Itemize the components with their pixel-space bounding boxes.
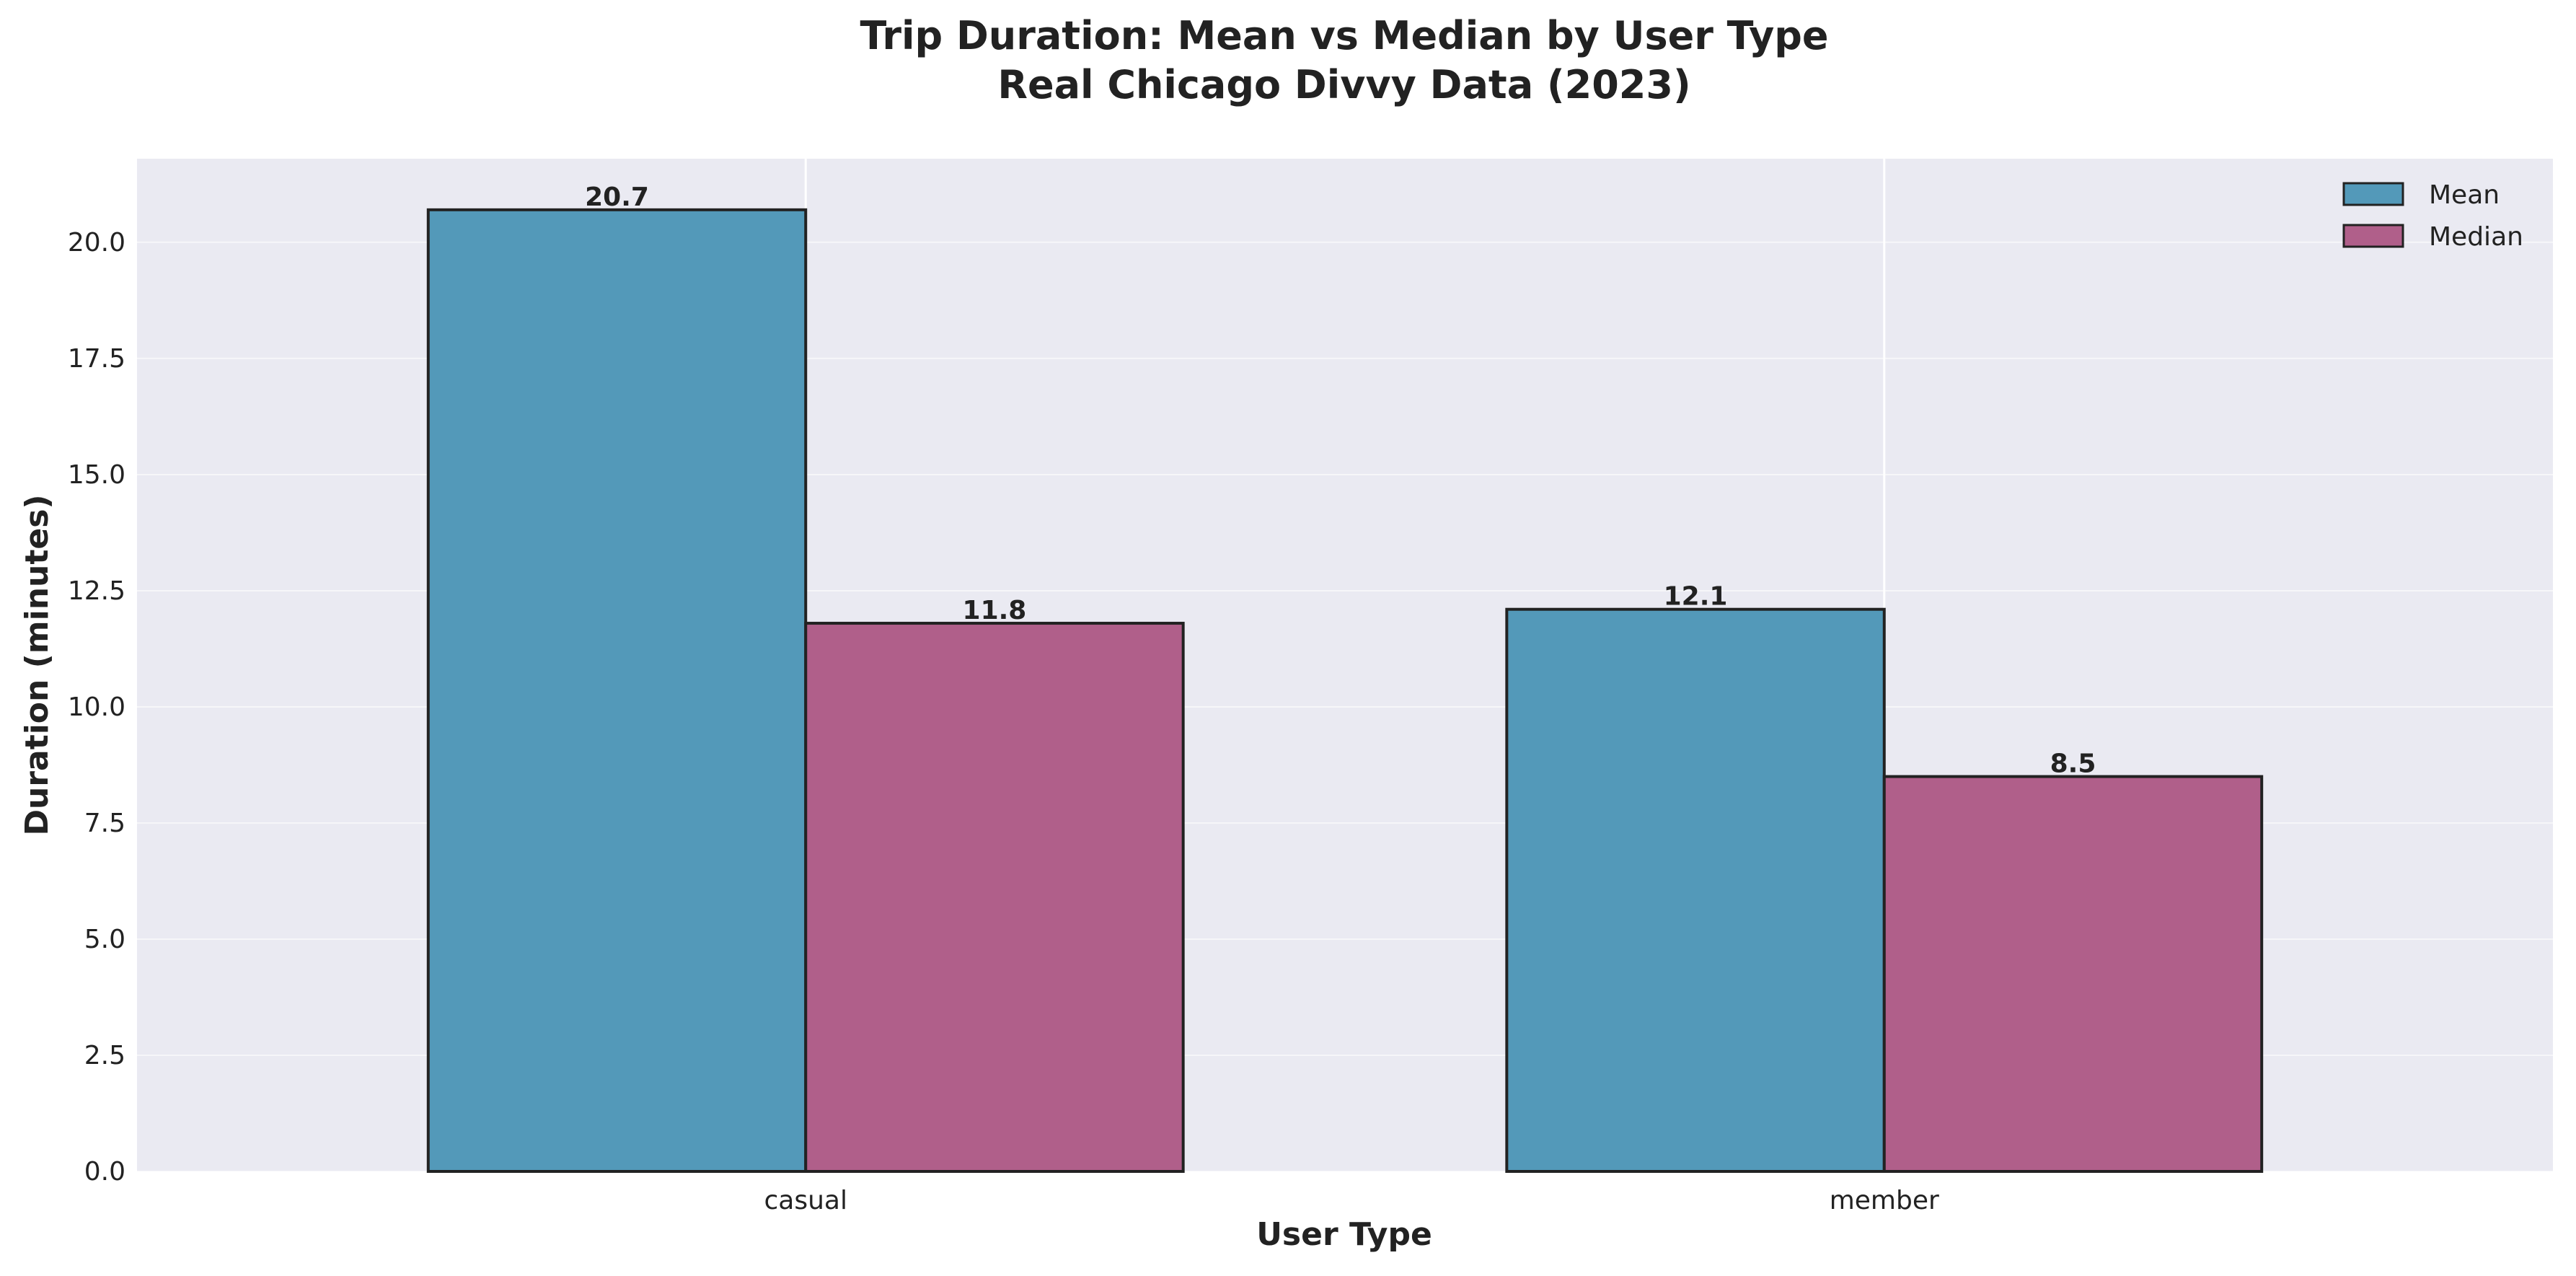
y-axis-label: Duration (minutes): [19, 494, 56, 835]
y-tick-label: 15.0: [68, 460, 125, 490]
legend: Mean Median: [2342, 180, 2523, 252]
legend-swatch-median: [2342, 224, 2404, 248]
bar-mean-member: [1505, 607, 1886, 1173]
y-tick-label: 10.0: [68, 692, 125, 722]
chart-subtitle: Real Chicago Divvy Data (2023): [997, 62, 1690, 107]
x-axis-label: User Type: [1256, 1216, 1432, 1253]
legend-swatch-mean: [2342, 182, 2404, 206]
y-tick-label: 20.0: [68, 228, 125, 258]
bar-median-casual: [804, 622, 1185, 1173]
y-tick-label: 2.5: [84, 1041, 125, 1070]
bar-mean-casual: [426, 208, 808, 1174]
legend-label-median: Median: [2429, 222, 2523, 252]
x-tick-label-casual: casual: [764, 1186, 847, 1215]
y-tick-label: 17.5: [68, 344, 125, 374]
y-tick-label: 0.0: [84, 1157, 125, 1187]
chart-title: Trip Duration: Mean vs Median by User Ty…: [860, 13, 1828, 58]
y-axis-ticks: 0.0 2.5 5.0 7.5 10.0 12.5 15.0 17.5 20.0: [68, 228, 125, 1187]
bars: [426, 208, 2264, 1174]
data-label-mean-member: 12.1: [1664, 582, 1728, 612]
data-label-median-member: 8.5: [2050, 749, 2096, 779]
data-label-median-casual: 11.8: [963, 596, 1027, 625]
legend-label-mean: Mean: [2429, 180, 2500, 210]
x-axis-ticks: casual member: [764, 1186, 1939, 1215]
bar-median-member: [1882, 775, 2264, 1174]
data-labels: 20.7 12.1 11.8 8.5: [585, 182, 2096, 779]
x-tick-label-member: member: [1830, 1186, 1939, 1215]
y-tick-label: 12.5: [68, 576, 125, 606]
y-tick-label: 5.0: [84, 925, 125, 954]
data-label-mean-casual: 20.7: [585, 182, 649, 212]
y-tick-label: 7.5: [84, 809, 125, 838]
